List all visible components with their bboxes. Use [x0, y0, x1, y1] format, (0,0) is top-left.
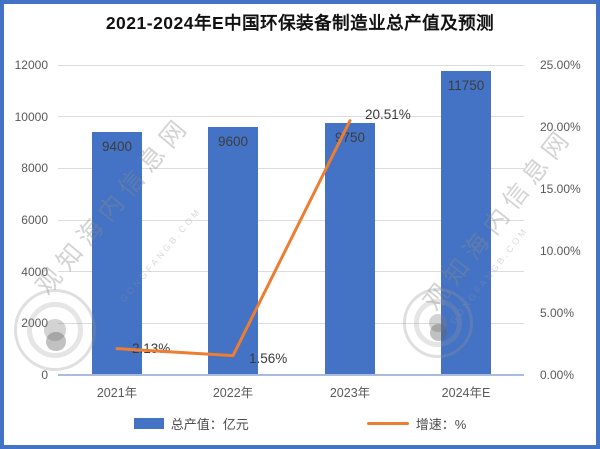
chart-title: 2021-2024年E中国环保装备制造业总产值及预测 — [105, 13, 495, 33]
legend-label-output: 总产值：亿元 — [170, 417, 249, 432]
gridline — [58, 64, 524, 66]
legend-item-output: 总产值：亿元 — [133, 414, 249, 433]
legend-line-swatch-icon — [366, 421, 409, 426]
x-axis-label: 2024年E — [441, 386, 491, 400]
bar: 9400 — [92, 132, 142, 375]
legend-bar-swatch-icon — [133, 418, 164, 429]
right-axis-tick-label: 15.00% — [540, 182, 581, 196]
x-axis-label: 2022年 — [212, 386, 254, 400]
bar-value-label: 9600 — [217, 134, 249, 149]
legend-label-growth: 增速：% — [415, 417, 467, 432]
x-axis-line — [58, 374, 524, 376]
gridline — [58, 116, 524, 118]
left-axis-tick-label: 4000 — [21, 264, 48, 279]
bar-value-label: 9750 — [334, 130, 366, 146]
bar: 9750 — [325, 123, 375, 375]
left-axis-tick-label: 0 — [41, 368, 48, 382]
right-axis-tick-label: 20.00% — [540, 120, 581, 134]
right-axis-tick-label: 10.00% — [540, 244, 581, 258]
bar-value-label: 9400 — [101, 139, 133, 155]
legend-item-growth: 增速：% — [366, 414, 467, 433]
left-axis-tick-label: 12000 — [14, 58, 48, 72]
bar: 9600 — [208, 127, 258, 375]
bar: 11750 — [441, 71, 491, 375]
left-axis-tick-label: 8000 — [21, 161, 48, 176]
growth-value-label: 1.56% — [249, 350, 288, 366]
growth-value-label: 20.51% — [365, 106, 411, 122]
right-axis-tick-label: 5.00% — [540, 306, 575, 320]
left-axis-tick-label: 6000 — [21, 213, 48, 227]
left-axis-tick-label: 2000 — [21, 316, 48, 331]
x-axis-label: 2021年 — [96, 386, 138, 400]
right-axis-tick-label: 0.00% — [540, 368, 575, 382]
legend: 总产值：亿元 增速：% — [0, 414, 600, 433]
bar-value-label: 11750 — [447, 78, 485, 94]
x-axis-label: 2023年 — [329, 386, 371, 400]
left-axis-tick-label: 10000 — [14, 109, 48, 124]
right-axis-tick-label: 25.00% — [540, 58, 581, 72]
growth-value-label: 2.13% — [132, 340, 171, 356]
